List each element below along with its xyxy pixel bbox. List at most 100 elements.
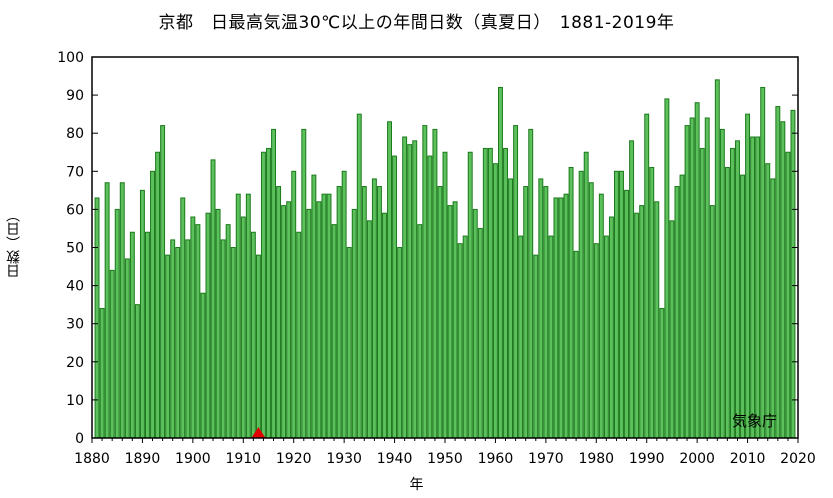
bar-2011: [750, 136, 756, 439]
bar-1934: [361, 186, 367, 439]
bar-1881: [94, 197, 100, 439]
bar-1999: [689, 117, 695, 439]
bar-1890: [139, 189, 145, 439]
bar-1970: [543, 186, 549, 439]
bar-1889: [134, 304, 140, 439]
bar-1992: [654, 201, 660, 439]
bar-1972: [553, 197, 559, 439]
bar-1951: [447, 205, 453, 439]
bar-1935: [366, 220, 372, 439]
bar-1903: [205, 212, 211, 439]
bar-1921: [296, 231, 302, 439]
y-tick-label: 30: [66, 317, 84, 333]
bar-2018: [785, 151, 791, 439]
bar-1993: [659, 307, 665, 439]
bar-1885: [114, 208, 120, 439]
bar-2004: [714, 79, 720, 439]
x-tick-label: 1960: [478, 451, 514, 467]
bar-1985: [619, 170, 624, 439]
observation-marker: [251, 427, 266, 438]
x-tick-label: 1950: [427, 451, 463, 467]
bar-1967: [528, 128, 534, 439]
y-tick-label: 50: [66, 241, 84, 257]
bar-1887: [124, 258, 130, 439]
bar-1971: [548, 235, 554, 439]
plot-frame: [91, 56, 799, 439]
bar-1942: [402, 136, 408, 439]
y-tick-label: 90: [66, 88, 84, 104]
bar-1998: [684, 125, 690, 439]
x-tick-label: 2020: [780, 451, 816, 467]
bar-1928: [331, 224, 337, 439]
bar-2014: [765, 163, 771, 439]
bar-1991: [649, 166, 655, 439]
y-tick-label: 70: [66, 164, 84, 180]
bar-2006: [724, 166, 730, 439]
x-tick-label: 1970: [528, 451, 564, 467]
bar-1955: [467, 151, 473, 439]
x-tick-label: 1930: [326, 451, 362, 467]
bar-1919: [286, 201, 292, 439]
bar-1956: [472, 208, 478, 439]
bar-1893: [155, 151, 161, 439]
bar-1982: [603, 235, 609, 439]
bar-1988: [634, 212, 640, 439]
bar-1984: [613, 170, 619, 439]
bar-2000: [694, 102, 700, 439]
bar-1884: [109, 269, 115, 439]
bar-1902: [200, 292, 206, 439]
y-tick-label: 80: [66, 126, 84, 142]
bar-1938: [382, 212, 387, 439]
x-tick-label: 1900: [175, 451, 211, 467]
bar-2015: [770, 178, 776, 439]
bar-1980: [593, 243, 599, 439]
bar-1905: [215, 208, 221, 439]
x-tick-label: 1890: [125, 451, 161, 467]
bar-1907: [225, 224, 231, 439]
bar-1892: [150, 170, 155, 439]
bar-1908: [230, 247, 236, 439]
bar-2007: [729, 147, 735, 439]
bar-1918: [281, 205, 287, 439]
bar-1895: [165, 254, 171, 439]
y-tick-label: 40: [66, 279, 84, 295]
x-tick-label: 1980: [578, 451, 614, 467]
bar-1883: [104, 182, 110, 439]
bar-1953: [457, 243, 463, 439]
bar-1911: [245, 193, 251, 439]
bar-1913: [255, 254, 261, 439]
bar-1939: [387, 121, 392, 439]
bar-1997: [679, 174, 685, 439]
bar-1977: [578, 170, 584, 439]
bar-1947: [427, 155, 433, 439]
bar-1941: [397, 247, 403, 439]
bar-1975: [568, 166, 574, 439]
bar-1944: [412, 140, 418, 439]
bar-1958: [482, 147, 488, 439]
bar-1906: [220, 239, 226, 439]
bar-1962: [503, 147, 508, 439]
bar-2016: [775, 106, 781, 439]
bar-1904: [210, 159, 216, 439]
y-tick-label: 60: [66, 202, 84, 218]
bar-1996: [674, 186, 680, 439]
bar-1961: [498, 86, 503, 439]
bar-1886: [119, 182, 125, 439]
bar-1900: [190, 216, 196, 439]
x-tick-label: 1910: [225, 451, 261, 467]
bar-1976: [573, 250, 579, 439]
bar-1940: [392, 155, 398, 439]
bar-1964: [513, 125, 519, 439]
bar-2005: [719, 128, 725, 439]
bar-1925: [316, 201, 322, 439]
bar-1916: [271, 128, 277, 439]
bar-1901: [195, 224, 201, 439]
bar-1965: [518, 235, 524, 439]
bar-1926: [321, 193, 327, 439]
x-axis-label: 年: [409, 477, 424, 493]
bar-1989: [639, 205, 645, 439]
y-tick-label: 10: [66, 393, 84, 409]
y-tick-label: 0: [75, 431, 84, 447]
bar-2008: [735, 140, 740, 439]
